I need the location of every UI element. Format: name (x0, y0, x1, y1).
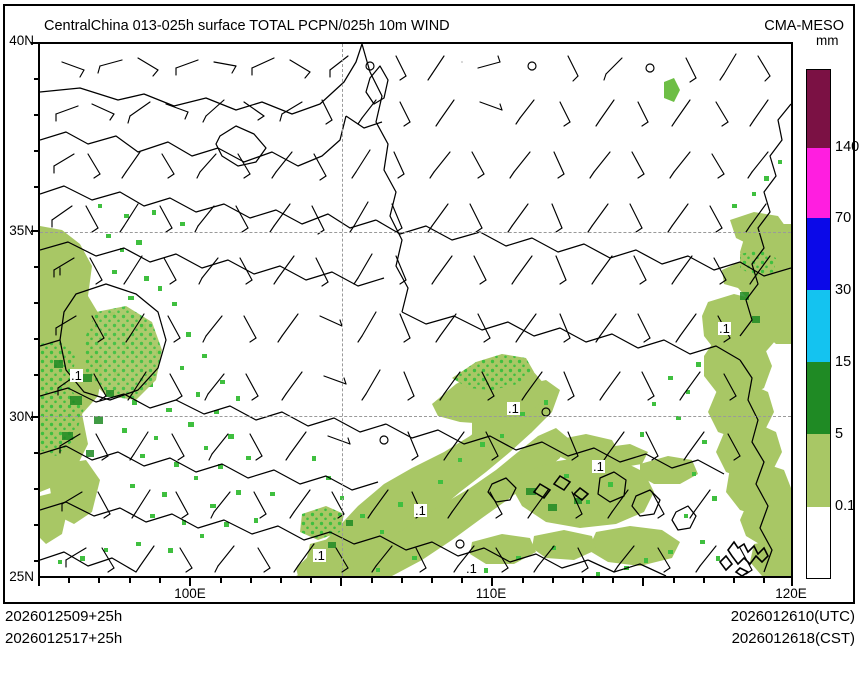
gridline-30n (40, 416, 791, 417)
axis-tick (250, 578, 252, 583)
map-canvas: .1 .1 .1 .1 .1 .1 .1 (40, 44, 791, 576)
y-tick-35n: 35N (9, 223, 34, 238)
footer-valid-time-utc: 2026012610(UTC) (730, 608, 855, 625)
axis-tick (673, 578, 675, 583)
y-tick-30n: 30N (9, 409, 34, 424)
axis-tick (189, 578, 191, 586)
page-title: CentralChina 013-025h surface TOTAL PCPN… (44, 18, 450, 34)
colorbar-tick-0.1: 0.1 (835, 498, 856, 514)
gridline-105e (342, 44, 343, 576)
axis-tick (34, 186, 39, 188)
colorbar-band-15-30 (807, 290, 830, 362)
x-tick-120e: 120E (775, 586, 807, 601)
axis-tick (401, 578, 403, 583)
axis-tick (34, 524, 39, 526)
axis-tick (461, 578, 463, 583)
precip-shading-group (40, 78, 791, 576)
axis-tick (34, 560, 39, 562)
axis-tick (431, 578, 433, 583)
axis-tick (38, 578, 40, 586)
administrative-boundaries (40, 44, 791, 576)
colorbar-tick-30: 30 (835, 282, 852, 298)
model-label: CMA-MESO (764, 18, 844, 34)
precipitation-and-wind-svg (40, 44, 791, 576)
axis-tick (310, 578, 312, 583)
contour-label: .1 (70, 368, 83, 383)
axis-tick (34, 452, 39, 454)
axis-tick (491, 578, 493, 586)
colorbar-band-0.1-5 (807, 434, 830, 507)
axis-tick (280, 578, 282, 583)
contour-label: .1 (313, 548, 326, 563)
colorbar[interactable] (806, 69, 831, 579)
axis-tick (159, 578, 161, 583)
colorbar-tick-15: 15 (835, 354, 852, 370)
colorbar-band-below-0.1 (807, 507, 830, 578)
axis-tick (129, 578, 131, 583)
x-tick-110e: 110E (475, 586, 507, 601)
axis-tick (733, 578, 735, 583)
contour-label: .1 (592, 459, 605, 474)
axis-tick (791, 578, 793, 586)
axis-tick (31, 230, 39, 232)
contour-label: .1 (465, 561, 478, 576)
axis-tick (34, 78, 39, 80)
axis-tick (34, 374, 39, 376)
axis-tick (34, 488, 39, 490)
colorbar-band-30-70 (807, 218, 830, 290)
footer-init-time-cst: 2026012517+25h (5, 630, 123, 647)
axis-tick (34, 266, 39, 268)
colorbar-tick-70: 70 (835, 210, 852, 226)
axis-tick (582, 578, 584, 583)
colorbar-unit-label: mm (816, 33, 839, 48)
colorbar-band-140plus (807, 70, 830, 148)
gridline-35n (40, 232, 791, 233)
axis-tick (68, 578, 70, 583)
axis-tick (763, 578, 765, 583)
footer-init-time-utc: 2026012509+25h (5, 608, 123, 625)
axis-tick (31, 42, 39, 44)
axis-tick (31, 416, 39, 418)
axis-tick (34, 114, 39, 116)
colorbar-band-5-15 (807, 362, 830, 434)
colorbar-tick-140: 140 (835, 139, 860, 155)
axis-tick (703, 578, 705, 583)
colorbar-tick-5: 5 (835, 426, 844, 442)
axis-tick (642, 578, 644, 586)
axis-tick (340, 578, 342, 586)
axis-tick (522, 578, 524, 583)
map-plot-area[interactable]: .1 .1 .1 .1 .1 .1 .1 (38, 42, 793, 578)
axis-tick (220, 578, 222, 583)
y-tick-25n: 25N (9, 569, 34, 584)
axis-tick (34, 338, 39, 340)
axis-tick (612, 578, 614, 583)
axis-tick (34, 302, 39, 304)
axis-tick (34, 150, 39, 152)
axis-tick (552, 578, 554, 583)
y-tick-40n: 40N (9, 33, 34, 48)
x-tick-100e: 100E (174, 586, 206, 601)
axis-tick (98, 578, 100, 583)
contour-label: .1 (507, 401, 520, 416)
contour-label: .1 (718, 321, 731, 336)
axis-tick (371, 578, 373, 583)
footer-valid-time-cst: 2026012618(CST) (731, 630, 855, 647)
contour-label: .1 (414, 503, 427, 518)
colorbar-band-70-140 (807, 148, 830, 218)
coast-detail (532, 474, 769, 576)
